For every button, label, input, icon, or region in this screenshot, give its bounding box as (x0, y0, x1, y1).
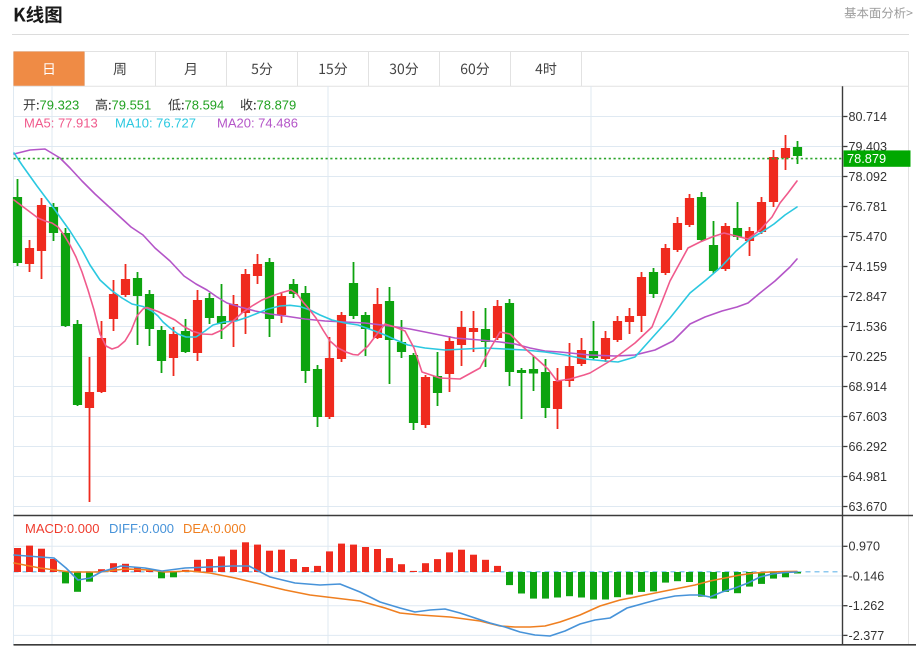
svg-text:68.914: 68.914 (849, 380, 888, 394)
svg-text:-1.262: -1.262 (849, 599, 885, 613)
svg-text:0.970: 0.970 (849, 540, 881, 554)
svg-text:DIFF:0.000: DIFF:0.000 (109, 521, 174, 536)
svg-text:78.879: 78.879 (257, 98, 297, 113)
svg-text:78.594: 78.594 (185, 98, 225, 113)
svg-text:71.536: 71.536 (849, 320, 888, 334)
svg-text:78.092: 78.092 (849, 170, 888, 184)
svg-text:MACD:0.000: MACD:0.000 (25, 521, 99, 536)
svg-text:74.159: 74.159 (849, 260, 888, 274)
svg-text:72.847: 72.847 (849, 290, 888, 304)
svg-text:MA5: 77.913: MA5: 77.913 (24, 116, 98, 131)
svg-text:-2.377: -2.377 (849, 629, 885, 643)
svg-text:75.470: 75.470 (849, 230, 888, 244)
svg-text:66.292: 66.292 (849, 440, 888, 454)
svg-text:64.981: 64.981 (849, 470, 888, 484)
svg-text:-0.146: -0.146 (849, 569, 885, 583)
svg-text:63.670: 63.670 (849, 500, 888, 514)
svg-text:79.551: 79.551 (112, 98, 152, 113)
svg-text:DEA:0.000: DEA:0.000 (183, 521, 246, 536)
svg-text:MA10: 76.727: MA10: 76.727 (115, 116, 196, 131)
svg-text:MA20: 74.486: MA20: 74.486 (217, 116, 298, 131)
svg-text:80.714: 80.714 (849, 110, 888, 124)
svg-text:78.879: 78.879 (847, 151, 886, 166)
svg-text:79.323: 79.323 (40, 98, 80, 113)
svg-text:70.225: 70.225 (849, 350, 888, 364)
svg-text:76.781: 76.781 (849, 200, 888, 214)
svg-text:67.603: 67.603 (849, 410, 888, 424)
